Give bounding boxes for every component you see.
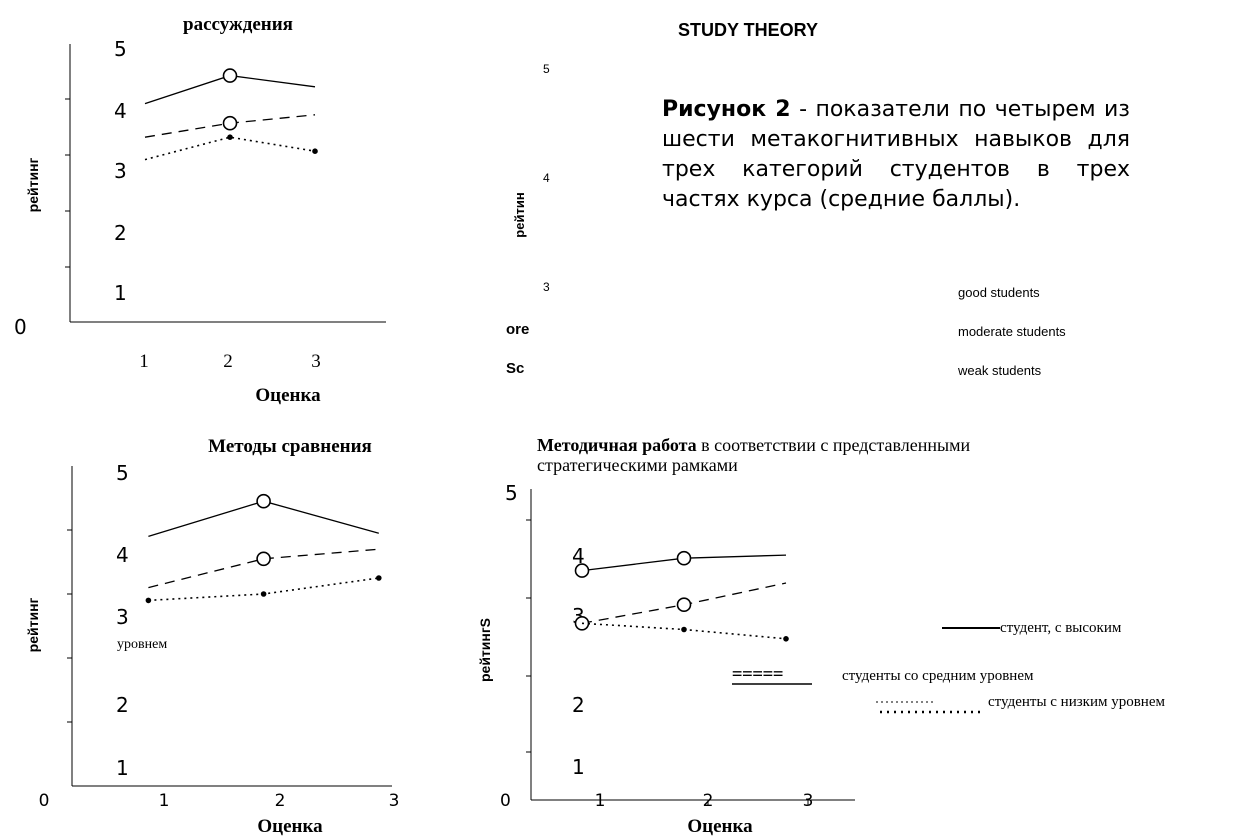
x-axis-label: Оценка — [255, 385, 321, 406]
figure-caption: Рисунок 2 - показатели по четырем из шес… — [662, 95, 1130, 215]
x-tick-label: 1 — [159, 791, 170, 811]
data-point-open — [222, 68, 238, 83]
data-point-open — [256, 551, 271, 567]
x-tick-label: 1 — [139, 351, 149, 372]
annotation: уровнем — [117, 637, 167, 652]
data-point-dot — [145, 597, 152, 604]
chart-title: Методичная работа в соответствии с предс… — [537, 435, 970, 455]
legend-label: good students — [958, 285, 1040, 300]
side-label: Sc — [506, 360, 524, 377]
chart-reasoning: рассуждения 0 1 2 3 4 5 1 2 3 Оценка рей… — [14, 14, 386, 406]
chart-title-rest: в соответствии с представленными — [697, 435, 971, 455]
chart-methodical-work: Методичная работа в соответствии с предс… — [477, 435, 1165, 837]
side-label: ore — [506, 321, 529, 338]
y-tick-label: 4 — [543, 171, 550, 185]
y-tick-label: 2 — [114, 221, 127, 245]
series-group — [574, 550, 789, 642]
x-tick-label: 3 — [803, 791, 814, 811]
series-line-dashed — [148, 548, 379, 589]
data-point-open — [574, 563, 590, 578]
x-tick-label: 2 — [703, 791, 714, 811]
y-tick-label: 1 — [116, 756, 129, 780]
y-axis-label: рейтинг — [25, 157, 41, 212]
legend-label: weak students — [957, 363, 1042, 378]
x-axis-label: Оценка — [257, 816, 323, 837]
y-axis-label: рейтинг — [25, 597, 41, 652]
y-tick-label: 5 — [116, 461, 129, 485]
legend-glyph-dashed: ===== — [732, 664, 783, 684]
chart-title: рассуждения — [183, 14, 293, 35]
x-tick-label: 3 — [311, 351, 321, 372]
y-tick-label: 3 — [114, 159, 127, 183]
y-tick-label: 5 — [505, 481, 518, 505]
chart-study-theory: 5 4 3 рейтин ore Sc good students modera… — [506, 62, 1066, 378]
chart-title-bold: Методичная работа — [537, 435, 697, 455]
data-point-open — [676, 550, 692, 566]
y-axis-label: рейтин — [512, 192, 527, 237]
x-tick-label: 3 — [389, 791, 400, 811]
chart-comparison-methods: Методы сравнения 1 2 3 4 5 уровнем 0 1 2… — [25, 436, 399, 837]
y-tick-label: 2 — [116, 693, 129, 717]
y-tick-label: 1 — [572, 755, 585, 779]
data-point-dot — [681, 626, 687, 633]
caption-label: Рисунок 2 — [662, 97, 791, 122]
series-line-dotted — [148, 577, 379, 602]
x-tick-label: 2 — [223, 351, 233, 372]
y-tick-label: 4 — [114, 99, 127, 123]
x-axis-label: Оценка — [687, 816, 753, 837]
y-tick-label: 0 — [14, 315, 27, 339]
data-point-open — [256, 493, 271, 509]
y-tick-label: 4 — [572, 544, 585, 568]
x-tick-label: 2 — [275, 791, 286, 811]
y-tick-label: 3 — [116, 605, 129, 629]
y-tick-label: 3 — [543, 280, 550, 294]
data-point-open — [222, 115, 238, 131]
y-tick-label: 2 — [572, 693, 585, 717]
series-group — [144, 68, 318, 161]
series-group — [145, 493, 382, 604]
page-heading: STUDY THEORY — [678, 20, 818, 40]
series-line-dotted — [144, 136, 316, 161]
legend-label: moderate students — [958, 324, 1066, 339]
chart-title: Методы сравнения — [208, 436, 372, 457]
x-tick-label: 0 — [39, 791, 50, 811]
y-tick-label: 0 — [500, 791, 511, 811]
legend-label: студент, с высоким — [1000, 620, 1122, 636]
y-tick-label: 5 — [543, 62, 550, 76]
data-point-dot — [260, 591, 267, 597]
legend-label: студенты со средним уровнем — [842, 668, 1034, 684]
x-tick-label: 1 — [595, 791, 606, 811]
data-point-dot — [376, 575, 382, 581]
caption-text: - показатели по четырем из шести метаког… — [662, 97, 1131, 212]
data-point-open — [676, 597, 692, 613]
chart-title-line2: стратегическими рамками — [537, 455, 738, 475]
legend-label: студенты с низким уровнем — [988, 694, 1165, 710]
y-axis-label: рейтингS — [477, 618, 493, 682]
data-point-dot — [227, 134, 233, 140]
y-tick-label: 1 — [114, 281, 127, 305]
y-tick-label: 4 — [116, 543, 129, 567]
data-point-dot — [312, 148, 318, 154]
y-tick-label: 5 — [114, 37, 127, 61]
data-point-dot — [783, 636, 789, 642]
